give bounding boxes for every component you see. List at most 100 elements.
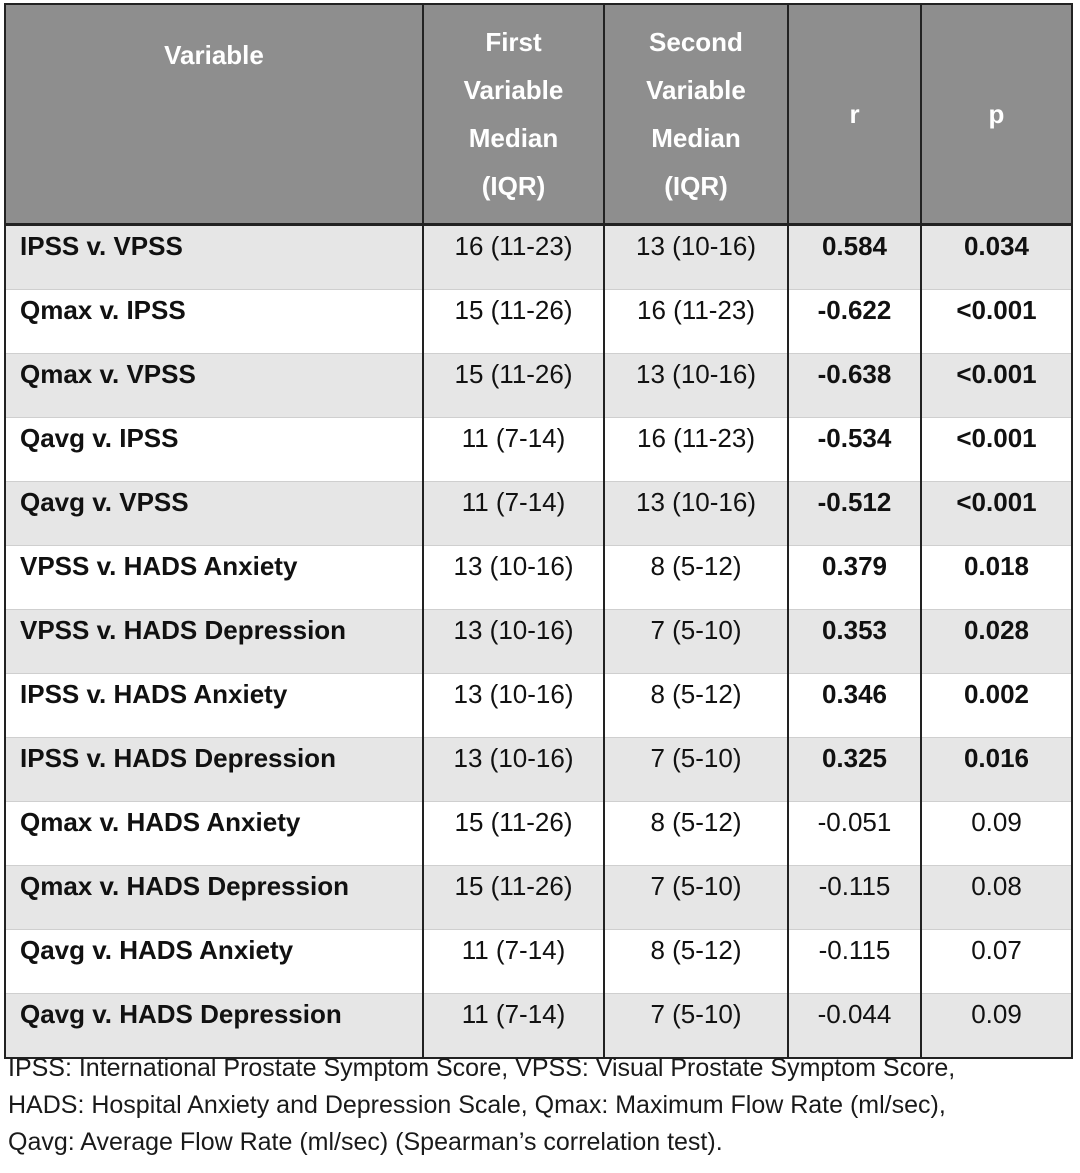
cell-r: -0.622: [787, 289, 922, 354]
header-second-line: Median: [651, 123, 741, 153]
cell-second-median-text: 8 (5-12): [650, 935, 742, 965]
table-row: IPSS v. VPSS 16 (11-23) 13 (10-16) 0.584 0.0…: [4, 224, 1073, 290]
cell-variable-text: VPSS v. HADS Depression: [20, 615, 347, 645]
correlation-table-container: Variable First Variable Median (IQR) Sec…: [4, 3, 1073, 1059]
cell-p: 0.002: [920, 673, 1073, 738]
cell-second-median: 8 (5-12): [603, 673, 789, 738]
cell-r-text: -0.115: [818, 935, 891, 965]
caption-line: IPSS: International Prostate Symptom Sco…: [8, 1054, 956, 1082]
cell-p-text: 0.09: [971, 807, 1022, 837]
cell-p-text: 0.034: [963, 231, 1030, 261]
cell-second-median-text: 13 (10-16): [636, 487, 756, 517]
cell-first-median-text: 11 (7-14): [461, 999, 566, 1029]
cell-variable: Qavg v. HADS Anxiety: [4, 929, 424, 994]
cell-second-median-text: 13 (10-16): [636, 359, 756, 389]
cell-second-median: 8 (5-12): [603, 929, 789, 994]
cell-second-median-text: 8 (5-12): [650, 551, 742, 581]
table-row: Qavg v. VPSS 11 (7-14) 13 (10-16) -0.512 <0.…: [4, 481, 1073, 546]
table-row: Qmax v. IPSS 15 (11-26) 16 (11-23) -0.622 <0…: [4, 289, 1073, 354]
header-variable: Variable: [4, 4, 424, 226]
cell-p: 0.07: [920, 929, 1073, 994]
cell-p: 0.016: [920, 737, 1073, 802]
cell-second-median-text: 7 (5-10): [650, 615, 742, 645]
cell-p: 0.028: [920, 609, 1073, 674]
cell-p: 0.09: [920, 993, 1073, 1059]
caption-line: Qavg: Average Flow Rate (ml/sec) (Spearm…: [8, 1128, 723, 1156]
header-r: r: [787, 4, 922, 226]
cell-second-median-text: 16 (11-23): [636, 295, 756, 325]
cell-r-text: 0.379: [821, 551, 888, 581]
table-row: Qmax v. HADS Depression 15 (11-26) 7 (5-10…: [4, 865, 1073, 930]
cell-first-median-text: 11 (7-14): [461, 487, 566, 517]
cell-second-median: 16 (11-23): [603, 289, 789, 354]
header-second-line: (IQR): [664, 171, 728, 201]
header-first-line: Variable: [463, 75, 564, 105]
cell-first-median: 15 (11-26): [422, 289, 605, 354]
cell-p-text: 0.018: [963, 551, 1030, 581]
cell-p-text: <0.001: [956, 423, 1037, 453]
cell-variable: Qmax v. HADS Depression: [4, 865, 424, 930]
cell-first-median: 13 (10-16): [422, 609, 605, 674]
cell-first-median: 13 (10-16): [422, 673, 605, 738]
cell-first-median: 15 (11-26): [422, 865, 605, 930]
cell-variable: VPSS v. HADS Depression: [4, 609, 424, 674]
cell-variable-text: Qmax v. HADS Depression: [20, 871, 349, 901]
cell-r-text: -0.534: [817, 423, 892, 453]
cell-r: 0.379: [787, 545, 922, 610]
header-first-median: First Variable Median (IQR): [422, 4, 605, 226]
cell-second-median: 7 (5-10): [603, 993, 789, 1059]
cell-variable: Qavg v. IPSS: [4, 417, 424, 482]
cell-r-text: -0.115: [818, 871, 891, 901]
table-row: Qavg v. HADS Anxiety 11 (7-14) 8 (5-12) -0.…: [4, 929, 1073, 994]
cell-variable-text: IPSS v. VPSS: [20, 231, 183, 261]
cell-second-median: 13 (10-16): [603, 481, 789, 546]
header-variable-label: Variable: [164, 40, 264, 70]
cell-r: -0.115: [787, 865, 922, 930]
cell-second-median-text: 13 (10-16): [636, 231, 756, 261]
cell-r: -0.051: [787, 801, 922, 866]
cell-variable: IPSS v. HADS Depression: [4, 737, 424, 802]
cell-first-median: 11 (7-14): [422, 481, 605, 546]
header-second-median: Second Variable Median (IQR): [603, 4, 789, 226]
cell-p-text: <0.001: [956, 359, 1037, 389]
cell-p: <0.001: [920, 353, 1073, 418]
header-second-line: Second: [649, 27, 743, 57]
header-r-label: r: [849, 99, 860, 129]
cell-variable-text: Qavg v. VPSS: [20, 487, 189, 517]
cell-p: <0.001: [920, 417, 1073, 482]
header-first-line: First: [485, 27, 542, 57]
cell-r-text: 0.584: [821, 231, 888, 261]
cell-first-median: 16 (11-23): [422, 224, 605, 290]
cell-second-median-text: 7 (5-10): [650, 743, 742, 773]
cell-r-text: 0.346: [821, 679, 888, 709]
cell-second-median-text: 8 (5-12): [650, 807, 742, 837]
cell-variable: IPSS v. HADS Anxiety: [4, 673, 424, 738]
table-row: VPSS v. HADS Depression 13 (10-16) 7 (5-10…: [4, 609, 1073, 674]
cell-r: 0.353: [787, 609, 922, 674]
cell-r-text: -0.512: [817, 487, 892, 517]
cell-r: -0.638: [787, 353, 922, 418]
cell-first-median: 13 (10-16): [422, 737, 605, 802]
cell-r: -0.534: [787, 417, 922, 482]
header-p-label: p: [988, 99, 1005, 129]
cell-p-text: 0.028: [963, 615, 1030, 645]
cell-variable: Qmax v. VPSS: [4, 353, 424, 418]
cell-p-text: 0.002: [963, 679, 1030, 709]
header-second-line: Variable: [646, 75, 746, 105]
cell-p-text: 0.08: [971, 871, 1022, 901]
header-first-line: Median: [468, 123, 559, 153]
cell-variable: Qmax v. IPSS: [4, 289, 424, 354]
cell-second-median: 13 (10-16): [603, 224, 789, 290]
cell-second-median: 7 (5-10): [603, 737, 789, 802]
cell-second-median: 7 (5-10): [603, 865, 789, 930]
table-row: Qavg v. IPSS 11 (7-14) 16 (11-23) -0.534 <0.…: [4, 417, 1073, 482]
cell-variable-text: Qmax v. HADS Anxiety: [20, 807, 301, 837]
cell-first-median: 13 (10-16): [422, 545, 605, 610]
cell-first-median: 11 (7-14): [422, 993, 605, 1059]
cell-first-median-text: 13 (10-16): [453, 551, 574, 581]
cell-first-median: 15 (11-26): [422, 353, 605, 418]
header-p: p: [920, 4, 1073, 226]
cell-p: 0.08: [920, 865, 1073, 930]
cell-p: 0.018: [920, 545, 1073, 610]
table-row: Qmax v. VPSS 15 (11-26) 13 (10-16) -0.638 <0…: [4, 353, 1073, 418]
